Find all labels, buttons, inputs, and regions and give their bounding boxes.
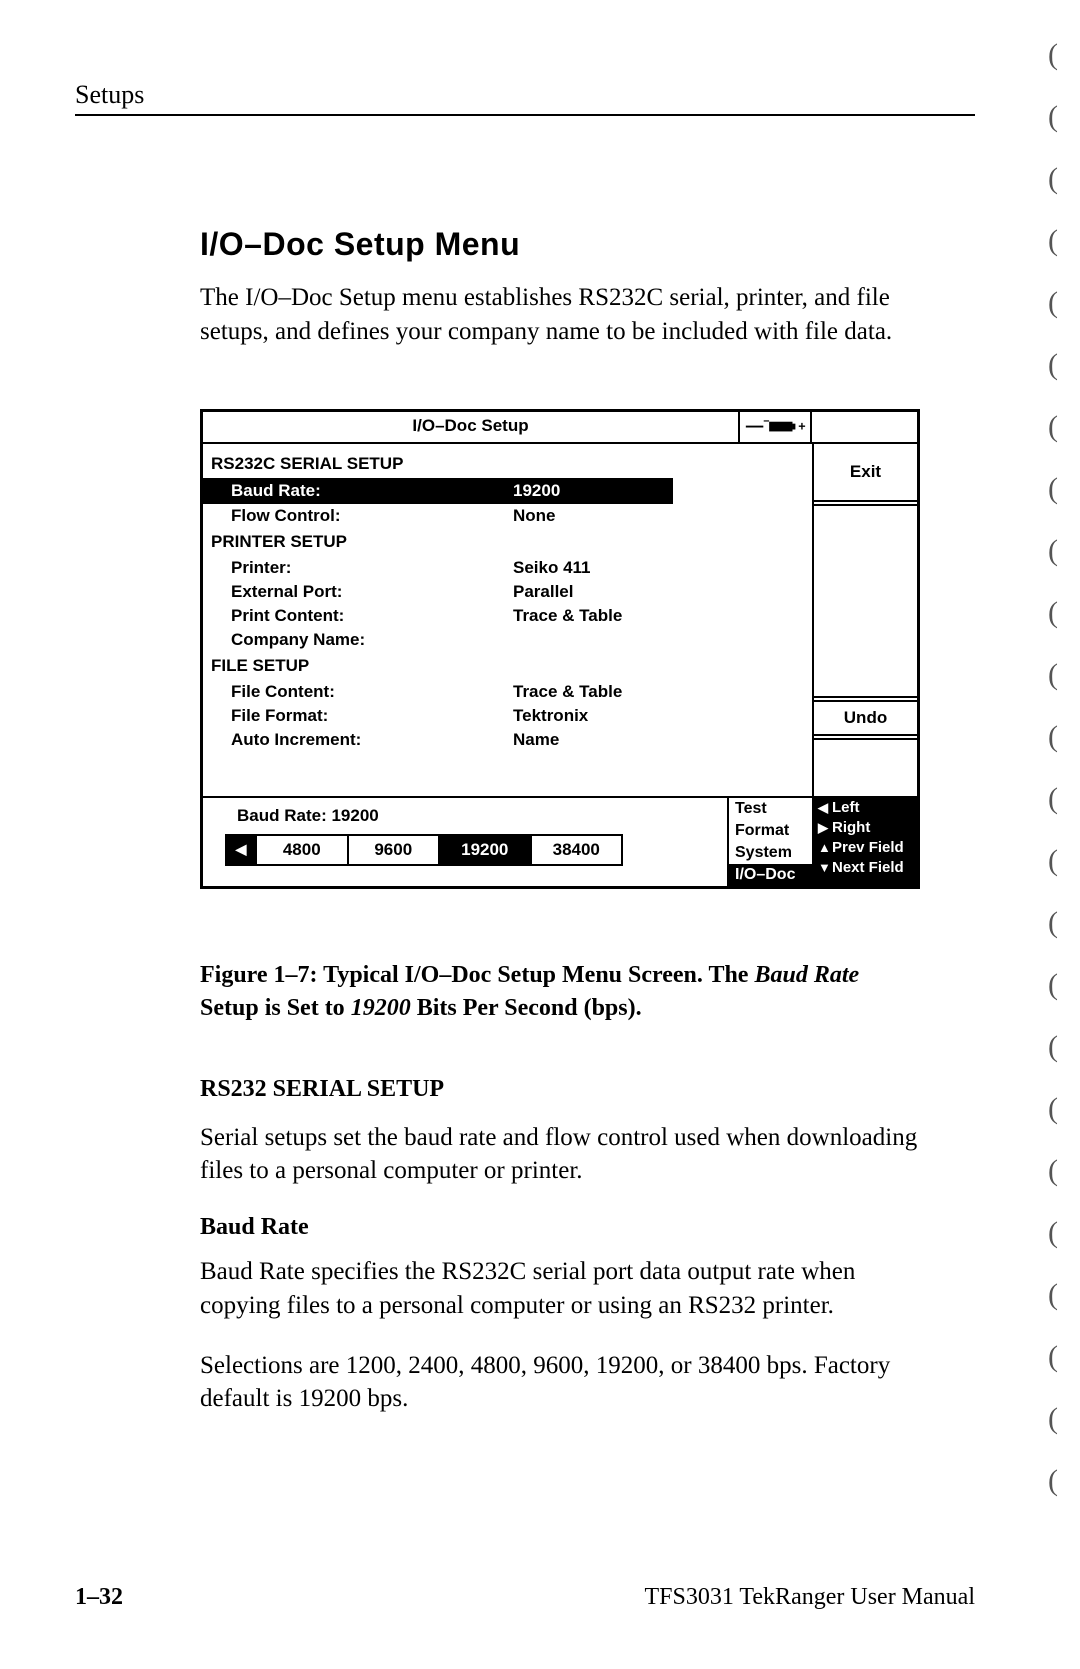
intro-paragraph: The I/O–Doc Setup menu establishes RS232…: [200, 281, 920, 349]
file-format-value: Tektronix: [513, 706, 812, 726]
nav-next: ▼Next Field: [818, 858, 913, 878]
nav-right: ▶Right: [818, 818, 913, 838]
options-bar[interactable]: ◀ 4800 9600 19200 38400: [225, 834, 623, 866]
file-header: FILE SETUP: [203, 652, 812, 680]
baud-rate-heading: Baud Rate: [200, 1214, 920, 1241]
print-content-label: Print Content:: [203, 606, 513, 626]
flow-control-value: None: [513, 506, 812, 526]
option-0[interactable]: 4800: [255, 836, 347, 864]
option-3[interactable]: 38400: [530, 836, 622, 864]
caption-mid: Setup is Set to: [200, 995, 351, 1021]
auto-increment-value: Name: [513, 730, 812, 750]
baud-rate-value: 19200: [513, 478, 673, 504]
nav-hints: ◀Left ▶Right ▲Prev Field ▼Next Field: [812, 796, 917, 886]
auto-increment-label: Auto Increment:: [203, 730, 513, 750]
file-content-label: File Content:: [203, 682, 513, 702]
flow-control-row[interactable]: Flow Control: None: [203, 504, 812, 528]
mode-test[interactable]: Test: [729, 798, 812, 820]
triangle-down-icon: ▼: [818, 859, 832, 877]
scan-edge-artifact: (((((( (((((( (((((( ((((((: [1048, 40, 1058, 1528]
print-content-row[interactable]: Print Content: Trace & Table: [203, 604, 812, 628]
baud-rate-label: Baud Rate:: [203, 478, 513, 504]
svg-text:+: +: [798, 419, 805, 433]
company-name-row[interactable]: Company Name:: [203, 628, 812, 652]
manual-title: TFS3031 TekRanger User Manual: [645, 1584, 976, 1611]
running-head: Setups: [75, 80, 975, 110]
triangle-left-icon: ◀: [818, 799, 832, 817]
caption-em1: Baud Rate: [754, 962, 859, 988]
battery-icon: − +: [740, 412, 812, 442]
baud-paragraph-2: Selections are 1200, 2400, 4800, 9600, 1…: [200, 1349, 920, 1417]
company-name-label: Company Name:: [203, 630, 513, 650]
exit-side-cell: [812, 412, 917, 442]
undo-button[interactable]: Undo: [814, 702, 917, 734]
external-port-value: Parallel: [513, 582, 812, 602]
printer-value: Seiko 411: [513, 558, 812, 578]
option-2[interactable]: 19200: [438, 836, 530, 864]
printer-label: Printer:: [203, 558, 513, 578]
mode-system[interactable]: System: [729, 842, 812, 864]
caption-suffix: Bits Per Second (bps).: [411, 995, 642, 1021]
caption-em2: 19200: [351, 995, 411, 1021]
mode-menu: Test Format System I/O–Doc: [727, 796, 812, 886]
options-left-arrow-icon[interactable]: ◀: [227, 836, 255, 864]
file-content-row[interactable]: File Content: Trace & Table: [203, 680, 812, 704]
options-panel: Baud Rate: 19200 ◀ 4800 9600 19200 38400: [203, 796, 727, 886]
nav-prev: ▲Prev Field: [818, 838, 913, 858]
side-column: Exit Undo: [812, 444, 917, 796]
options-title: Baud Rate: 19200: [213, 806, 717, 826]
exit-button[interactable]: Exit: [814, 444, 917, 500]
triangle-up-icon: ▲: [818, 839, 832, 857]
page-number: 1–32: [75, 1584, 123, 1611]
auto-increment-row[interactable]: Auto Increment: Name: [203, 728, 812, 752]
rs232-heading: RS232 SERIAL SETUP: [200, 1076, 920, 1103]
company-name-value: [513, 630, 812, 650]
option-1[interactable]: 9600: [347, 836, 439, 864]
svg-text:−: −: [763, 415, 769, 427]
printer-header: PRINTER SETUP: [203, 528, 812, 556]
page-footer: 1–32 TFS3031 TekRanger User Manual: [75, 1584, 975, 1611]
instrument-title: I/O–Doc Setup: [203, 412, 740, 442]
instrument-screenshot: I/O–Doc Setup − + RS232C SERIAL SE: [200, 409, 920, 889]
flow-control-label: Flow Control:: [203, 506, 513, 526]
file-format-row[interactable]: File Format: Tektronix: [203, 704, 812, 728]
file-content-value: Trace & Table: [513, 682, 812, 702]
nav-left: ◀Left: [818, 798, 913, 818]
triangle-right-icon: ▶: [818, 819, 832, 837]
figure-caption: Figure 1–7: Typical I/O–Doc Setup Menu S…: [200, 959, 920, 1026]
external-port-label: External Port:: [203, 582, 513, 602]
print-content-value: Trace & Table: [513, 606, 812, 626]
section-title: I/O–Doc Setup Menu: [200, 226, 920, 263]
caption-prefix: Figure 1–7: Typical I/O–Doc Setup Menu S…: [200, 962, 754, 988]
rs232-paragraph: Serial setups set the baud rate and flow…: [200, 1121, 920, 1189]
rs232c-header: RS232C SERIAL SETUP: [203, 450, 812, 478]
external-port-row[interactable]: External Port: Parallel: [203, 580, 812, 604]
mode-iodoc[interactable]: I/O–Doc: [729, 864, 812, 886]
mode-format[interactable]: Format: [729, 820, 812, 842]
baud-paragraph-1: Baud Rate specifies the RS232C serial po…: [200, 1255, 920, 1323]
printer-row[interactable]: Printer: Seiko 411: [203, 556, 812, 580]
baud-rate-row[interactable]: Baud Rate: 19200: [203, 478, 812, 504]
header-rule: [75, 114, 975, 116]
file-format-label: File Format:: [203, 706, 513, 726]
